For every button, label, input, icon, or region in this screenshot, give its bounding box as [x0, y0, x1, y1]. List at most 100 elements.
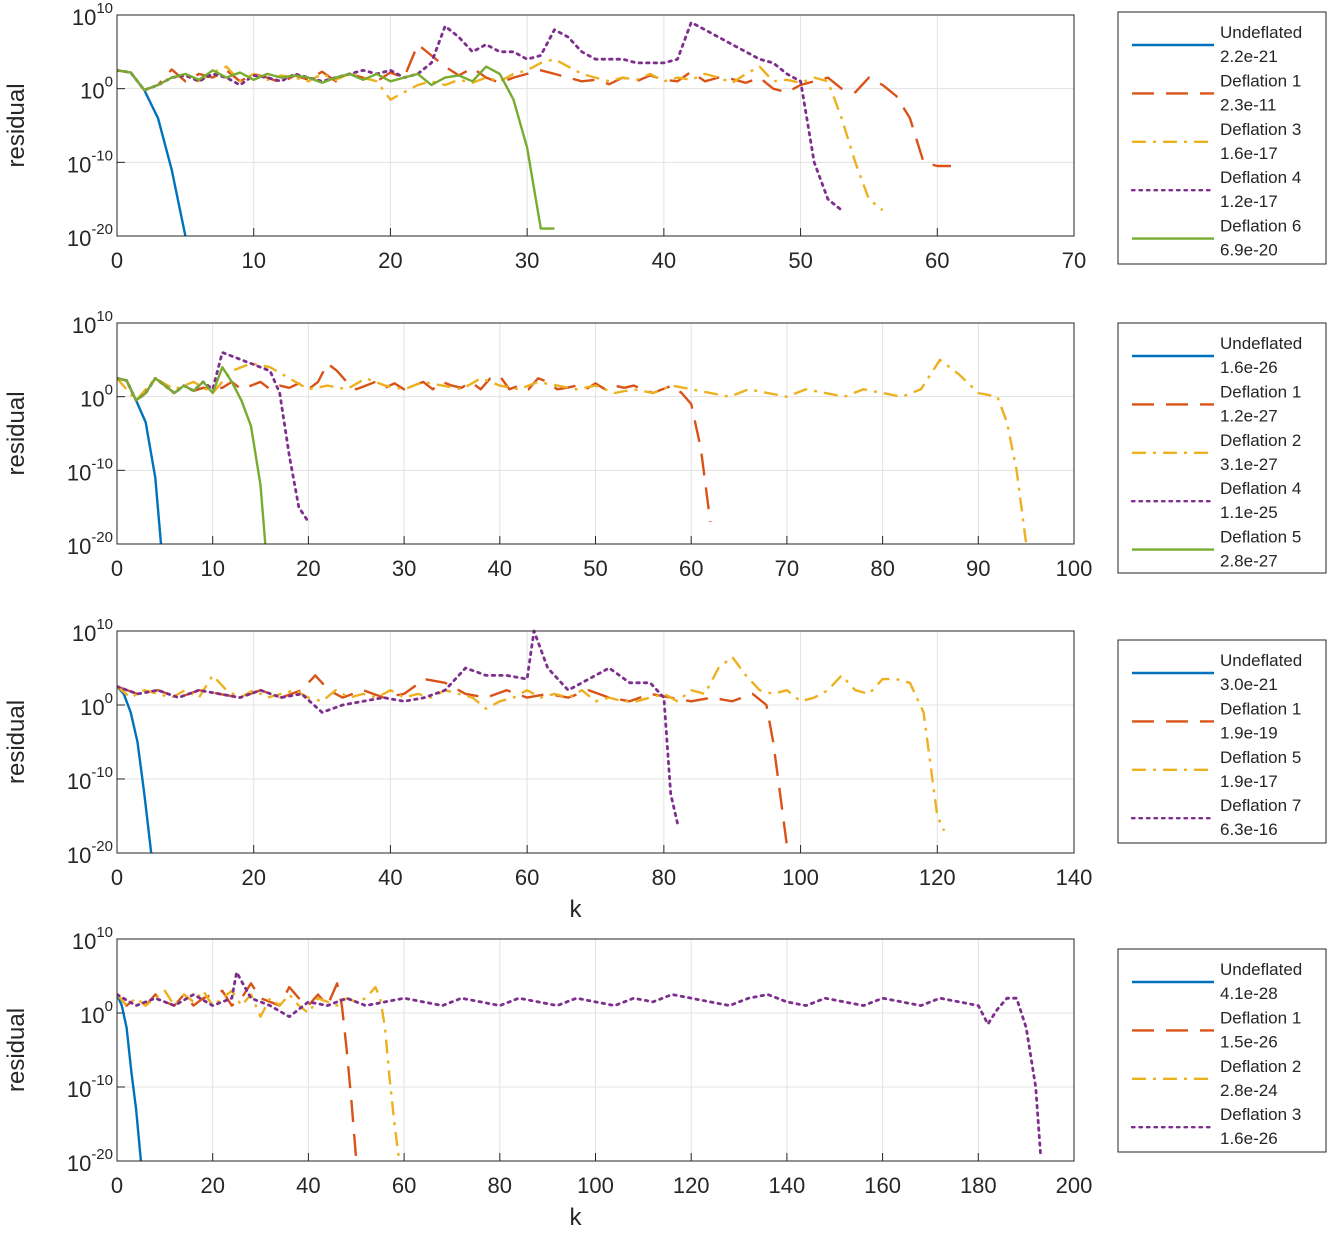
series-line-deflation-2 — [117, 985, 401, 1162]
y-tick-exponent: 0 — [105, 690, 113, 707]
legend-entry-name: Deflation 3 — [1220, 1105, 1301, 1124]
y-tick-exponent: -10 — [91, 764, 113, 781]
y-tick-label: 10 — [80, 695, 104, 720]
x-tick-label: 20 — [296, 556, 320, 581]
x-tick-label: 120 — [919, 865, 956, 890]
x-tick-label: 140 — [1056, 865, 1093, 890]
legend: Undeflated 4.1e-28 Deflation 1 1.5e-26 Defla… — [1117, 948, 1327, 1153]
series-line-deflation-4 — [117, 351, 310, 524]
legend-entry-name: Deflation 5 — [1220, 528, 1301, 547]
y-tick-label: 10 — [72, 5, 96, 30]
y-tick-exponent: -20 — [91, 838, 113, 855]
y-tick-label: 10 — [72, 313, 96, 338]
series-line-deflation-5 — [117, 366, 267, 545]
series-line-undeflated — [117, 685, 153, 854]
legend-box — [1117, 322, 1327, 574]
x-tick-label: 80 — [488, 1173, 512, 1198]
x-tick-label: 70 — [1062, 248, 1086, 273]
x-tick-label: 20 — [200, 1173, 224, 1198]
legend-entry-value: 6.9e-20 — [1220, 241, 1278, 260]
legend-entry-name: Deflation 7 — [1220, 796, 1301, 815]
y-tick-label: 10 — [67, 843, 91, 868]
x-tick-label: 100 — [1056, 556, 1093, 581]
y-tick-exponent: -10 — [91, 455, 113, 472]
x-tick-label: 60 — [392, 1173, 416, 1198]
legend-entry-name: Undeflated — [1220, 960, 1302, 979]
y-tick-exponent: 10 — [96, 616, 113, 633]
legend-entry-value: 1.9e-17 — [1220, 772, 1278, 791]
x-tick-label: 60 — [515, 865, 539, 890]
x-tick-label: 80 — [870, 556, 894, 581]
legend-entry-value: 2.2e-21 — [1220, 47, 1278, 66]
x-tick-label: 0 — [111, 248, 123, 273]
legend-entry-name: Deflation 2 — [1220, 431, 1301, 450]
legend-entry-name: Deflation 5 — [1220, 748, 1301, 767]
legend-entry-name: Deflation 4 — [1220, 479, 1301, 498]
x-tick-label: 100 — [782, 865, 819, 890]
legend-entry-name: Undeflated — [1220, 23, 1302, 42]
y-tick-exponent: 10 — [96, 924, 113, 941]
x-tick-label: 20 — [241, 865, 265, 890]
x-tick-label: 120 — [673, 1173, 710, 1198]
legend: Undeflated 1.6e-26 Deflation 1 1.2e-27 Defla… — [1117, 322, 1327, 574]
legend: Undeflated 3.0e-21 Deflation 1 1.9e-19 Defla… — [1117, 639, 1327, 844]
x-tick-label: 40 — [296, 1173, 320, 1198]
legend-entry-name: Deflation 1 — [1220, 1008, 1301, 1027]
x-tick-label: 90 — [966, 556, 990, 581]
legend-entry-value: 1.6e-26 — [1220, 1129, 1278, 1148]
x-tick-label: 0 — [111, 556, 123, 581]
y-tick-exponent: -10 — [91, 1072, 113, 1089]
plot-area — [117, 631, 1074, 853]
legend-entry-value: 1.9e-19 — [1220, 723, 1278, 742]
series-line-undeflated — [117, 994, 143, 1162]
legend-entry-value: 1.6e-26 — [1220, 358, 1278, 377]
x-tick-label: 200 — [1056, 1173, 1093, 1198]
legend-entry-value: 2.3e-11 — [1220, 95, 1276, 114]
x-tick-label: 50 — [583, 556, 607, 581]
y-tick-label: 10 — [67, 534, 91, 559]
y-tick-exponent: 10 — [96, 0, 113, 17]
x-tick-label: 60 — [925, 248, 949, 273]
axes-frame — [116, 322, 1075, 545]
y-tick-label: 10 — [67, 1151, 91, 1176]
y-tick-label: 10 — [67, 226, 91, 251]
x-tick-label: 50 — [788, 248, 812, 273]
plot-area — [117, 15, 1074, 236]
x-tick-label: 80 — [652, 865, 676, 890]
y-tick-exponent: -20 — [91, 529, 113, 546]
legend-entry-name: Deflation 6 — [1220, 217, 1301, 236]
legend-entry-name: Deflation 4 — [1220, 168, 1301, 187]
y-axis-label: residual — [3, 83, 30, 167]
legend-entry-value: 3.0e-21 — [1220, 675, 1278, 694]
axes-frame — [116, 630, 1075, 854]
legend: Undeflated 2.2e-21 Deflation 1 2.3e-11 Defla… — [1117, 11, 1327, 265]
legend-entry-value: 1.2e-27 — [1220, 406, 1278, 425]
legend-entry-value: 1.1e-25 — [1220, 503, 1278, 522]
legend-entry-name: Undeflated — [1220, 651, 1302, 670]
y-tick-label: 10 — [67, 460, 91, 485]
series-line-deflation-7 — [117, 629, 679, 825]
x-tick-label: 40 — [488, 556, 512, 581]
legend-entry-value: 1.2e-17 — [1220, 192, 1278, 211]
legend-entry-name: Deflation 1 — [1220, 71, 1301, 90]
series-line-deflation-6 — [117, 65, 555, 230]
y-tick-label: 10 — [67, 1077, 91, 1102]
x-tick-label: 140 — [769, 1173, 806, 1198]
x-tick-label: 30 — [515, 248, 539, 273]
x-tick-label: 20 — [378, 248, 402, 273]
x-axis-label: k — [570, 896, 583, 923]
y-tick-label: 10 — [80, 79, 104, 104]
series-line-deflation-1 — [117, 674, 789, 846]
y-tick-label: 10 — [67, 769, 91, 794]
x-axis-label: k — [570, 1204, 583, 1231]
legend-entry-name: Deflation 3 — [1220, 120, 1301, 139]
legend-box — [1117, 11, 1327, 265]
x-tick-label: 160 — [864, 1173, 901, 1198]
y-tick-exponent: 0 — [105, 74, 113, 91]
legend-entry-value: 2.8e-27 — [1220, 552, 1278, 571]
